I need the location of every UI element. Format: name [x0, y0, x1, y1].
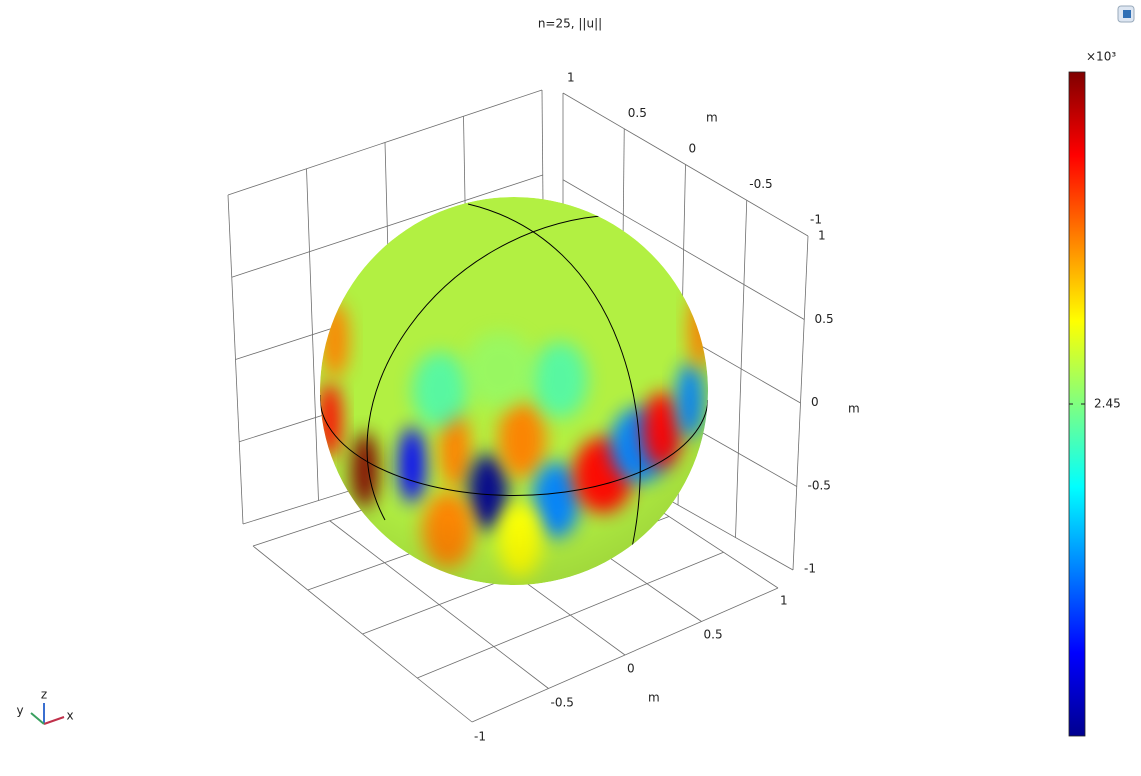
x-axis-label: m	[648, 691, 660, 705]
x-tick-label: -1	[474, 730, 486, 744]
x-tick-label: 0.5	[704, 628, 723, 642]
z-tick-label: -0.5	[808, 478, 831, 492]
z-tick-label: -1	[804, 562, 816, 576]
z-tick-label: 0.5	[815, 312, 834, 326]
z-tick-label: 1	[818, 229, 826, 243]
axis-labels: -1 -0.5 0 0.5 1 -1 -0.5 0 0.5 1 -1 -0.5 0 0.5 1 m m m	[474, 71, 860, 744]
triad-y	[30, 712, 45, 725]
grid-line	[417, 551, 724, 679]
triad-x	[43, 716, 65, 725]
x-tick-label: 1	[780, 594, 788, 608]
y-tick-label: -0.5	[749, 177, 772, 191]
grid-line	[562, 92, 809, 237]
z-tick-label: 0	[811, 395, 819, 409]
axis-triad: x y z	[16, 688, 74, 725]
edge-curve	[366, 214, 613, 521]
y-axis-label: m	[706, 111, 718, 125]
triad-label: y	[16, 704, 23, 718]
view-icon-glyph	[1123, 10, 1131, 18]
z-axis-label: m	[848, 402, 860, 416]
triad-label: x	[66, 709, 73, 723]
sphere-shading	[320, 197, 708, 585]
chart-title: n=25, ||u||	[538, 17, 602, 31]
edge-curve	[467, 203, 641, 566]
grid-line	[231, 174, 543, 278]
y-tick-label: -1	[810, 213, 822, 227]
sphere	[320, 197, 708, 585]
grid-line	[562, 179, 805, 320]
colorbar-tick-label: 2.45	[1094, 397, 1121, 411]
grid-line	[227, 89, 543, 196]
y-tick-label: 0	[689, 142, 697, 156]
grid-line	[471, 587, 779, 723]
y-tick-label: 0.5	[628, 106, 647, 120]
triad-label: z	[41, 688, 47, 702]
colorbar-multiplier: ×10³	[1086, 50, 1116, 64]
y-tick-label: 1	[567, 71, 575, 85]
x-tick-label: 0	[627, 662, 635, 676]
edge-curve	[320, 394, 708, 497]
x-tick-label: -0.5	[551, 696, 574, 710]
